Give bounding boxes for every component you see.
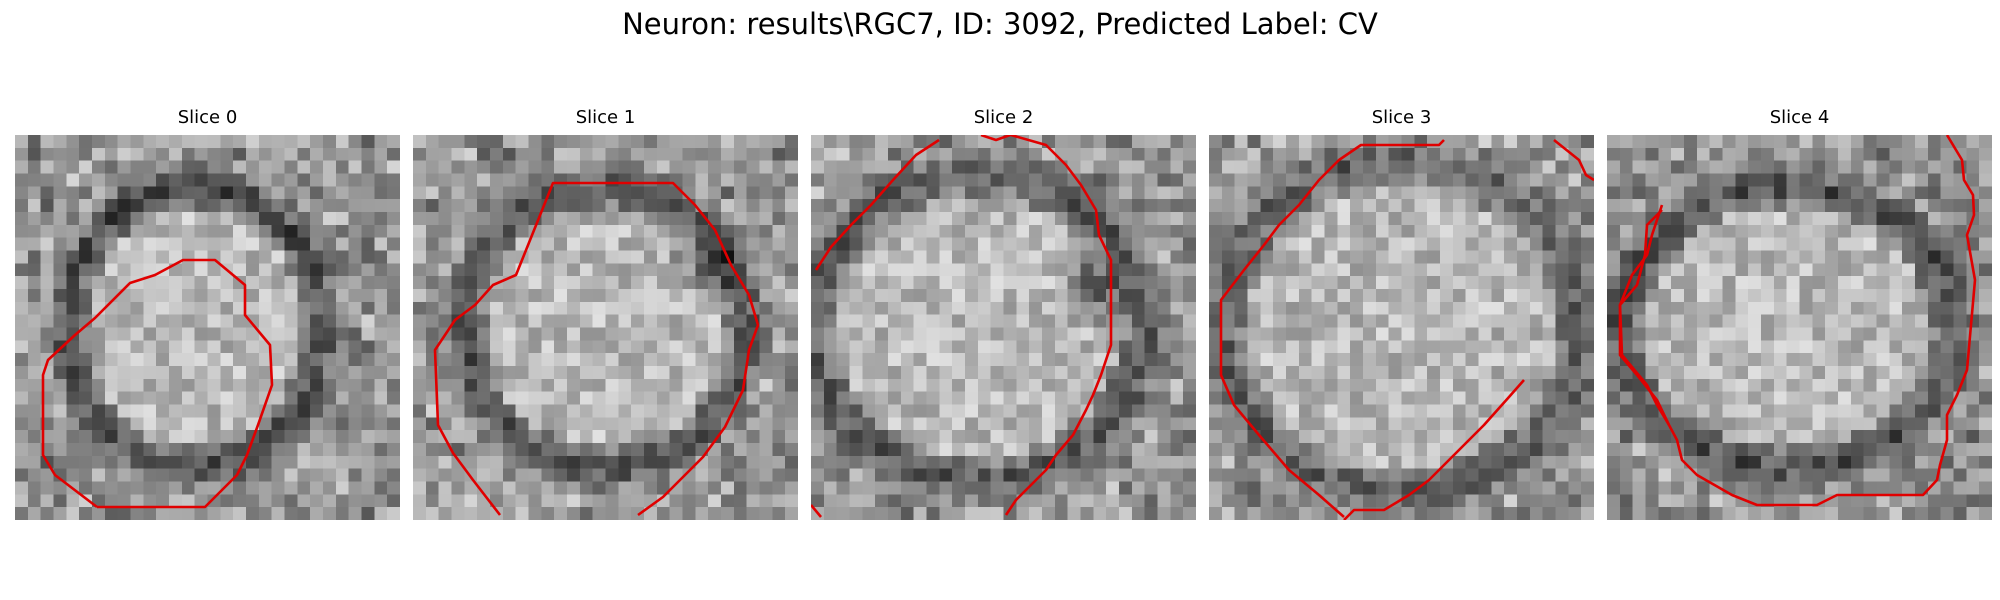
slice-image-4 [1607, 135, 1992, 520]
slice-panel-1: Slice 1 [413, 107, 798, 520]
slice-title-2: Slice 2 [973, 107, 1034, 128]
slice-title-0: Slice 0 [177, 107, 238, 128]
slice-image-0 [15, 135, 400, 520]
slice-title-3: Slice 3 [1371, 107, 1432, 128]
contour-line [1343, 379, 1525, 520]
slice-panel-3: Slice 3 [1209, 107, 1594, 520]
figure-title: Neuron: results\RGC7, ID: 3092, Predicte… [622, 7, 1378, 41]
contour-line [1553, 138, 1594, 182]
slice-panel-2: Slice 2 [811, 107, 1196, 520]
contour-line [980, 135, 1015, 142]
contour-line [1618, 135, 1977, 507]
contour-line [1004, 135, 1113, 516]
slice-image-3 [1209, 135, 1594, 520]
contour-line [41, 258, 274, 509]
contour-line [814, 138, 940, 271]
contour-line [811, 504, 822, 518]
slice-title-1: Slice 1 [575, 107, 636, 128]
slice-image-1 [413, 135, 798, 520]
slice-panel-4: Slice 4 [1607, 107, 1992, 520]
contour-line [1219, 139, 1445, 518]
contour-line [433, 181, 760, 517]
slice-panel-0: Slice 0 [15, 107, 400, 520]
slice-image-2 [811, 135, 1196, 520]
slice-title-4: Slice 4 [1769, 107, 1830, 128]
